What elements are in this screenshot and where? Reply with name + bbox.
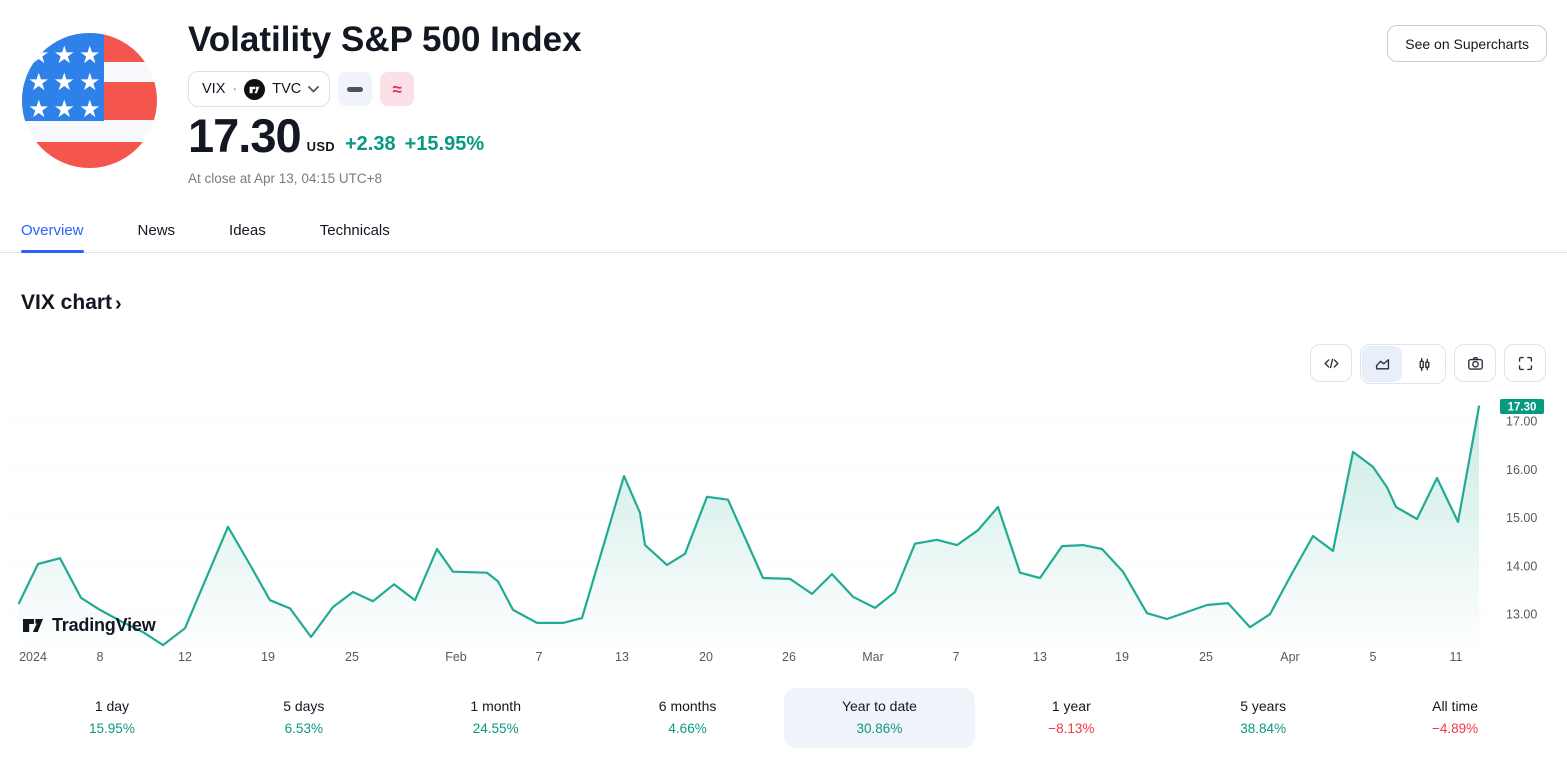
last-price-tag xyxy=(1500,399,1544,414)
area-chart-button[interactable] xyxy=(1362,346,1402,382)
tradingview-logo-icon xyxy=(244,78,266,100)
range-label: Year to date xyxy=(841,698,917,714)
price-row: 17.30 USD +2.38 +15.95% xyxy=(188,110,484,162)
vix-price-chart[interactable]: 2024 8 12 19 25 Feb 7 13 20 26 Mar 7 13 19 25 Apr 5 11 17.… xyxy=(0,390,1567,680)
market-status-button[interactable] xyxy=(338,72,373,106)
range-percent: 38.84% xyxy=(1240,721,1287,736)
range-button-1-month[interactable]: 1 month 24.55% xyxy=(400,688,592,748)
snapshot-camera-button[interactable] xyxy=(1454,344,1496,382)
tab-ideas[interactable]: Ideas xyxy=(229,222,266,239)
range-button-1-year[interactable]: 1 year −8.13% xyxy=(975,688,1167,748)
range-percent: −8.13% xyxy=(1048,721,1095,736)
range-percent: −4.89% xyxy=(1431,721,1479,736)
x-axis-label: 13 xyxy=(1033,650,1047,664)
x-axis-label: Apr xyxy=(1280,650,1299,664)
last-price-tag-value: 17.30 xyxy=(1508,402,1537,414)
range-button-6-months[interactable]: 6 months 4.66% xyxy=(592,688,784,748)
watermark-label: TradingView xyxy=(52,614,156,635)
range-selector-bar: 1 day 15.95% 5 days 6.53% 1 month 24.55% 6 mon… xyxy=(0,688,1567,748)
fullscreen-button[interactable] xyxy=(1504,344,1546,382)
range-label: 6 months xyxy=(658,698,717,714)
x-axis-label: 8 xyxy=(97,650,104,664)
y-axis-label: 13.00 xyxy=(1506,608,1537,622)
y-axis-label: 17.00 xyxy=(1506,415,1537,429)
x-axis-label: 5 xyxy=(1370,650,1377,664)
chart-type-segmented-control xyxy=(1360,344,1446,384)
currency-label: USD xyxy=(306,138,335,154)
y-axis-label: 15.00 xyxy=(1506,511,1537,525)
range-label: 1 day xyxy=(94,698,130,714)
symbol-code: VIX xyxy=(202,81,226,97)
range-label: All time xyxy=(1432,698,1479,714)
y-axis-label: 16.00 xyxy=(1506,463,1537,477)
source-code-button[interactable] xyxy=(1310,344,1352,382)
tab-overview[interactable]: Overview xyxy=(21,214,84,253)
page-title: Volatility S&P 500 Index xyxy=(188,20,582,59)
separator-dot: · xyxy=(232,81,238,97)
tab-bar: Overview News Ideas Technicals xyxy=(0,214,1567,253)
x-axis-label: Feb xyxy=(445,650,467,664)
tradingview-watermark: TradingView xyxy=(21,613,156,637)
range-button-1-day[interactable]: 1 day 15.95% xyxy=(16,688,208,748)
price-line xyxy=(17,405,1481,647)
x-axis-label: Mar xyxy=(862,650,884,664)
range-button-year-to-date[interactable]: Year to date 30.86% xyxy=(783,688,976,748)
chevron-down-icon xyxy=(308,85,320,92)
market-close-info: At close at Apr 13, 04:15 UTC+8 xyxy=(188,171,382,186)
price-change: +2.38 +15.95% xyxy=(345,133,484,156)
flag-stars-row: ★★★ xyxy=(28,69,105,96)
range-label: 1 year xyxy=(1051,698,1091,714)
x-axis-label: 7 xyxy=(953,650,960,664)
range-button-all-time[interactable]: All time −4.89% xyxy=(1359,688,1551,748)
x-axis-label: 19 xyxy=(1115,650,1129,664)
x-axis-label: 7 xyxy=(536,650,543,664)
volatility-wave-button[interactable]: ≈ xyxy=(380,72,415,106)
change-absolute: +2.38 xyxy=(344,132,396,155)
change-percent: +15.95% xyxy=(404,132,485,155)
vix-chart-heading[interactable]: VIX chart › xyxy=(21,290,122,316)
exchange-code: TVC xyxy=(272,81,302,97)
flag-stars-row: ★★★ xyxy=(28,42,105,69)
x-axis-label: 20 xyxy=(699,650,713,664)
range-label: 5 days xyxy=(283,698,325,714)
x-axis-label: 25 xyxy=(1199,650,1213,664)
wave-icon: ≈ xyxy=(392,79,402,99)
chevron-right-icon: › xyxy=(115,293,122,315)
last-price: 17.30 xyxy=(188,109,302,162)
x-axis-label: 13 xyxy=(615,650,629,664)
tab-news[interactable]: News xyxy=(137,222,176,239)
x-axis-label: 19 xyxy=(261,650,275,664)
y-axis-label: 14.00 xyxy=(1506,559,1537,573)
range-percent: 4.66% xyxy=(668,721,707,736)
range-button-5-years[interactable]: 5 years 38.84% xyxy=(1167,688,1359,748)
range-percent: 6.53% xyxy=(284,721,323,736)
see-on-supercharts-button[interactable]: See on Supercharts xyxy=(1387,25,1547,62)
x-axis-label: 25 xyxy=(345,650,359,664)
x-axis-label: 26 xyxy=(782,650,796,664)
x-axis-label: 12 xyxy=(178,650,192,664)
x-axis-label: 2024 xyxy=(19,650,47,664)
us-flag-icon: ★★★ ★★★ ★★★ xyxy=(22,33,157,168)
range-label: 1 month xyxy=(470,698,521,714)
range-percent: 15.95% xyxy=(89,721,135,736)
flag-canton xyxy=(22,33,104,121)
area-fill xyxy=(19,406,1479,650)
vix-chart-heading-label: VIX chart xyxy=(21,291,113,314)
chart-toolbar xyxy=(1310,344,1546,384)
range-label: 5 years xyxy=(1240,698,1287,714)
x-axis-label: 11 xyxy=(1450,650,1463,664)
range-percent: 30.86% xyxy=(856,721,903,736)
symbol-row: VIX · TVC ≈ xyxy=(188,71,415,107)
symbol-selector[interactable]: VIX · TVC xyxy=(188,71,331,107)
candlestick-chart-button[interactable] xyxy=(1404,346,1444,382)
tab-technicals[interactable]: Technicals xyxy=(319,222,390,239)
tradingview-logo-icon xyxy=(23,619,43,632)
flag-stars-row: ★★★ xyxy=(28,96,105,123)
minus-icon xyxy=(347,86,364,92)
range-percent: 24.55% xyxy=(472,721,519,736)
range-button-5-days[interactable]: 5 days 6.53% xyxy=(208,688,400,748)
